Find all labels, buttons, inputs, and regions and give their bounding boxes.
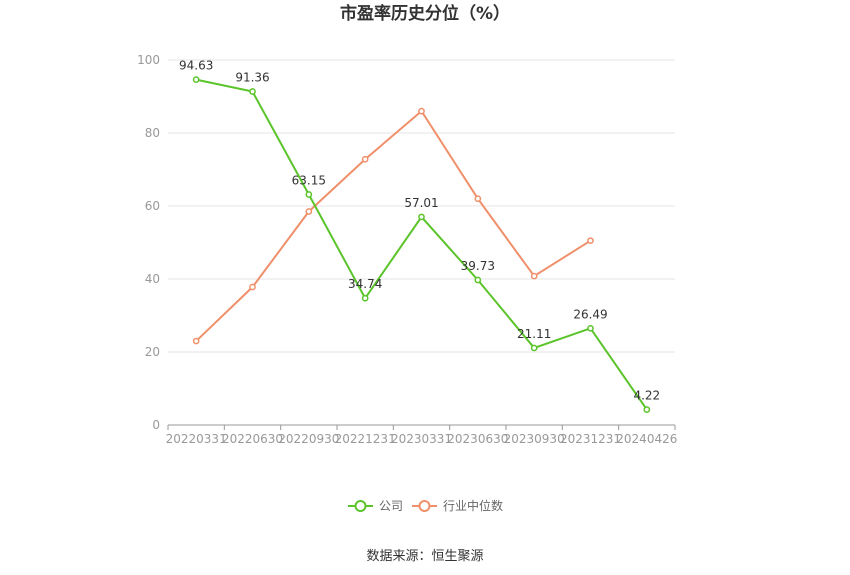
data-point[interactable]: [249, 283, 256, 291]
data-point[interactable]: [418, 107, 425, 115]
y-tick-label: 80: [145, 126, 160, 140]
data-point[interactable]: [474, 276, 482, 284]
x-tick-label: 20230630: [447, 432, 508, 446]
data-point[interactable]: [418, 213, 425, 221]
data-label: 94.63: [179, 59, 213, 73]
series-0: 94.63 91.36 63.15 34.74 57.01 39.73 21.11 26.49…: [179, 59, 660, 413]
y-axis: 0 20 40 60 80 100: [137, 53, 160, 432]
x-axis: 2022033120220630202209302022123120230331…: [166, 424, 677, 446]
data-label: 39.73: [461, 259, 495, 273]
data-label: 91.36: [235, 71, 269, 85]
y-tick-label: 0: [152, 418, 160, 432]
data-point[interactable]: [474, 195, 482, 203]
x-tick-label: 20231231: [560, 432, 621, 446]
legend-label: 公司: [379, 499, 403, 513]
series-line: [195, 78, 648, 411]
legend-swatch-marker: [418, 500, 431, 512]
x-tick-label: 20230331: [391, 432, 452, 446]
data-label: 63.15: [292, 174, 326, 188]
series-line: [195, 109, 592, 342]
series-1: [192, 107, 594, 345]
x-tick-label: 20240426: [616, 432, 677, 446]
data-point[interactable]: [530, 272, 538, 280]
legend-label: 行业中位数: [443, 498, 503, 513]
data-point[interactable]: [361, 294, 369, 302]
x-tick-label: 20221231: [335, 432, 396, 446]
grid: [168, 59, 675, 353]
data-point[interactable]: [643, 406, 651, 413]
data-point[interactable]: [249, 88, 256, 95]
x-tick-label: 20230930: [504, 432, 565, 446]
data-point[interactable]: [305, 191, 313, 198]
data-label: 21.11: [517, 327, 551, 341]
legend-item[interactable]: 行业中位数: [412, 498, 503, 513]
source-note: 数据来源：恒生聚源: [366, 549, 483, 564]
chart-title: 市盈率历史分位（%）: [340, 3, 510, 24]
data-label: 34.74: [348, 277, 382, 291]
x-tick-label: 20220930: [278, 432, 339, 446]
data-label: 57.01: [404, 196, 438, 210]
data-point[interactable]: [192, 76, 200, 83]
legend-swatch-marker: [354, 500, 367, 512]
series-group: 94.63 91.36 63.15 34.74 57.01 39.73 21.11 26.49…: [179, 59, 660, 413]
data-point[interactable]: [530, 344, 538, 352]
y-tick-label: 20: [145, 345, 160, 359]
y-tick-label: 40: [145, 272, 160, 286]
x-tick-label: 20220630: [222, 432, 283, 446]
y-tick-label: 100: [137, 53, 160, 67]
data-point[interactable]: [192, 337, 200, 345]
data-point[interactable]: [587, 324, 594, 332]
data-label: 26.49: [573, 307, 607, 321]
data-label: 4.22: [633, 389, 660, 403]
x-tick-label: 20220331: [166, 432, 227, 446]
data-point[interactable]: [305, 208, 313, 215]
y-tick-label: 60: [145, 199, 160, 213]
legend[interactable]: 公司 行业中位数: [348, 498, 503, 513]
legend-item[interactable]: 公司: [348, 499, 403, 513]
data-point[interactable]: [587, 237, 594, 245]
data-point[interactable]: [361, 155, 369, 163]
